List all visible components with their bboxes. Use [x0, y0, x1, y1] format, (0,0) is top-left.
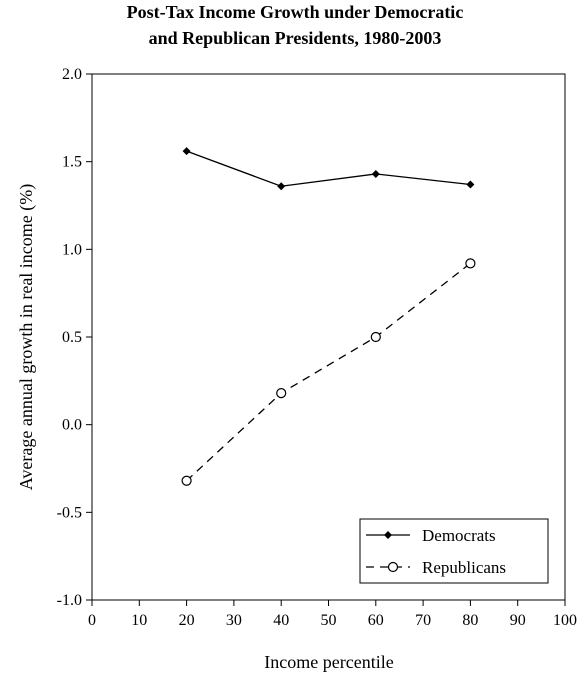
x-tick-label: 80: [462, 612, 478, 629]
legend-label-republicans: Republicans: [422, 558, 506, 577]
chart-title-line-1: Post-Tax Income Growth under Democratic: [127, 2, 464, 22]
legend-marker-democrats: [384, 531, 392, 539]
data-point-democrats: [466, 180, 475, 189]
y-tick-label: 0.5: [62, 329, 82, 346]
x-tick-label: 50: [321, 612, 337, 629]
x-tick-label: 0: [88, 612, 96, 629]
data-point-republicans: [370, 331, 381, 343]
series-layer: [181, 147, 476, 486]
x-tick-label: 70: [415, 612, 431, 629]
legend-label-democrats: Democrats: [422, 526, 496, 545]
x-tick-label: 60: [368, 612, 384, 629]
chart-title-line-2: and Republican Presidents, 1980-2003: [149, 28, 442, 48]
y-tick-label: -1.0: [57, 592, 82, 609]
legend: Democrats Republicans: [359, 518, 549, 584]
legend-marker-republicans: [387, 561, 399, 573]
legend-box: [359, 518, 549, 584]
x-tick-label: 10: [131, 612, 147, 629]
series-line-democrats: [186, 150, 471, 187]
data-point-republicans: [276, 388, 287, 399]
y-tick-label: -0.5: [57, 504, 82, 521]
y-tick-label: 2.0: [62, 66, 82, 83]
x-tick-label: 90: [510, 612, 526, 629]
data-point-democrats: [277, 182, 286, 191]
x-axis: 0 10 20 30 40 50 60 70 80 90 100: [88, 600, 577, 629]
data-point-democrats: [182, 147, 191, 156]
x-axis-label: Income percentile: [264, 652, 393, 672]
x-tick-label: 40: [273, 612, 289, 629]
x-tick-label: 20: [179, 612, 195, 629]
y-tick-label: 0.0: [62, 417, 82, 434]
data-point-republicans: [181, 475, 192, 486]
y-axis-label: Average annual growth in real income (%): [16, 184, 37, 491]
y-tick-label: 1.5: [62, 154, 82, 171]
x-tick-label: 30: [226, 612, 242, 629]
x-tick-label: 100: [553, 612, 577, 629]
y-axis: -1.0 -0.5 0.0 0.5 1.0 1.5 2.0: [57, 66, 92, 609]
y-tick-label: 1.0: [62, 241, 82, 258]
data-point-democrats: [371, 169, 380, 178]
series-line-republicans: [186, 262, 471, 482]
data-point-republicans: [465, 258, 476, 269]
